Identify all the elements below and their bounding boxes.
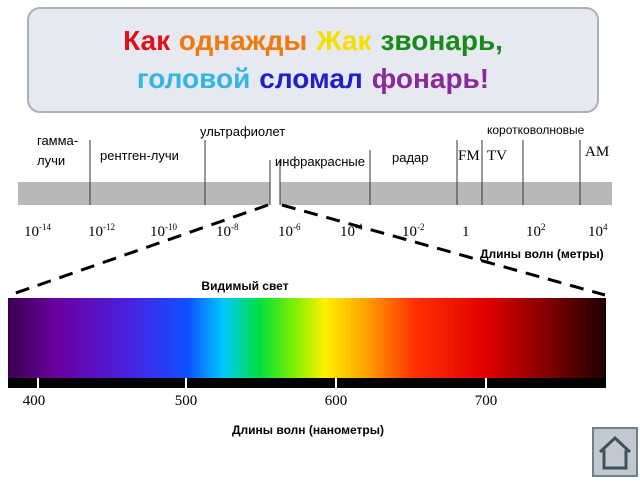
spectrum-bar	[18, 182, 270, 205]
wavelength-tick: 104	[588, 222, 608, 240]
tick-exponent: -6	[293, 222, 301, 232]
wavelength-tick: 1	[462, 224, 470, 240]
home-icon[interactable]	[598, 435, 632, 470]
band-label: рентген-лучи	[100, 148, 179, 163]
band-label: AM	[585, 144, 609, 160]
tick-exponent: -4	[355, 222, 363, 232]
title-word: однажды	[179, 25, 308, 56]
tick-base: 10	[402, 224, 417, 240]
tick-base: 10	[278, 224, 293, 240]
tick-exponent: 2	[541, 222, 546, 232]
tick-exponent: -10	[165, 222, 177, 232]
title-word: головой	[137, 63, 250, 94]
title-box	[27, 7, 599, 113]
wavelength-tick: 10-4	[340, 222, 363, 240]
meters-caption: Длины волн (метры)	[480, 247, 604, 261]
nm-tick-label: 500	[175, 393, 198, 409]
title-line: Как однажды Жак звонарь,	[123, 25, 503, 56]
tick-base: 10	[526, 224, 541, 240]
band-label: TV	[487, 148, 507, 164]
band-label: гамма-	[37, 133, 78, 148]
wavelength-tick: 10-12	[88, 222, 115, 240]
title-word: Жак	[315, 25, 372, 56]
tick-exponent: -8	[231, 222, 239, 232]
wavelength-tick: 10-10	[150, 222, 177, 240]
tick-exponent: -14	[39, 222, 51, 232]
nm-tick-label: 600	[325, 393, 348, 409]
wavelength-tick: 102	[526, 222, 546, 240]
title-word: Как	[123, 25, 171, 56]
title-line: головой сломал фонарь!	[137, 63, 489, 94]
wavelength-tick: 10-6	[278, 222, 301, 240]
wavelength-tick: 10-14	[24, 222, 51, 240]
wavelength-tick: 10-8	[216, 222, 239, 240]
nm-axis	[8, 378, 606, 388]
title-word: сломал	[259, 63, 362, 94]
nm-tick-label: 700	[475, 393, 498, 409]
visible-caption: Видимый свет	[201, 279, 288, 293]
tick-exponent: -12	[103, 222, 115, 232]
band-label: лучи	[37, 153, 65, 168]
band-dividers	[89, 140, 581, 205]
tick-base: 10	[24, 224, 39, 240]
tick-base: 10	[340, 224, 355, 240]
band-label: инфракрасные	[275, 154, 365, 169]
tick-base: 10	[150, 224, 165, 240]
title-word: фонарь!	[372, 63, 489, 94]
home-button[interactable]	[592, 427, 638, 477]
zoom-lines	[9, 203, 606, 297]
nm-caption: Длины волн (нанометры)	[232, 423, 384, 437]
nm-tick-label: 400	[23, 393, 46, 409]
tick-base: 1	[462, 224, 470, 240]
tick-base: 10	[588, 224, 603, 240]
band-label: ультрафиолет	[200, 124, 285, 139]
tick-base: 10	[216, 224, 231, 240]
band-label: FM	[458, 148, 480, 164]
tick-exponent: 4	[603, 222, 608, 232]
tick-exponent: -2	[417, 222, 425, 232]
nm-ticks	[37, 378, 487, 388]
wavelength-tick: 10-2	[402, 222, 425, 240]
visible-spectrum	[8, 298, 606, 378]
tick-base: 10	[88, 224, 103, 240]
spectrum-bar	[280, 182, 612, 205]
band-label: радар	[392, 150, 429, 165]
band-label: коротковолновые	[487, 123, 585, 137]
title-word: звонарь,	[380, 25, 502, 56]
